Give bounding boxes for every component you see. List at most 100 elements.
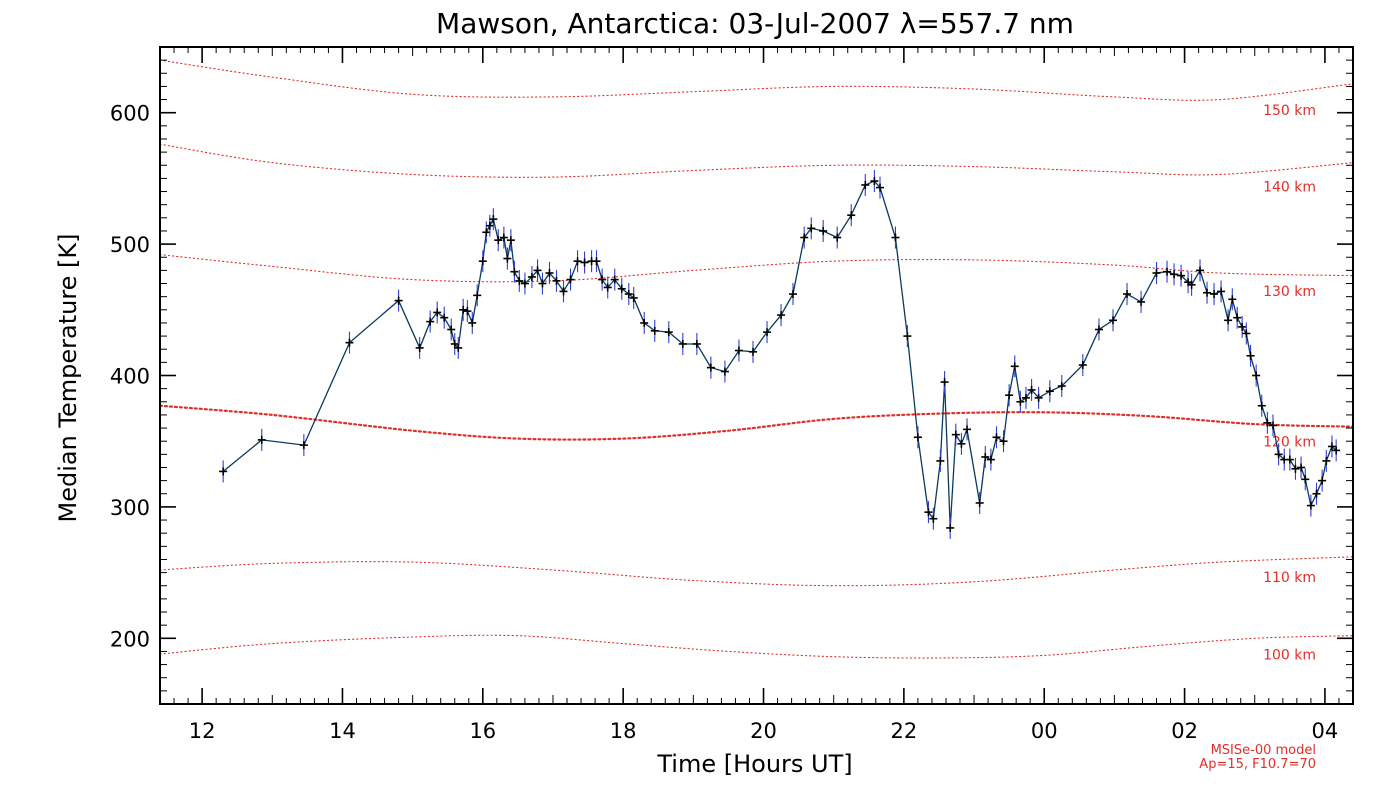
x-tick-label: 12 bbox=[189, 719, 216, 743]
x-tick-label: 00 bbox=[1031, 719, 1058, 743]
data-point bbox=[515, 269, 524, 292]
data-point bbox=[1312, 482, 1321, 505]
y-tick-labels: 200 300 400 500 600 bbox=[110, 102, 150, 652]
x-tick-label: 20 bbox=[750, 719, 777, 743]
data-point bbox=[847, 204, 856, 227]
data-point bbox=[1177, 264, 1186, 287]
data-point bbox=[299, 434, 308, 457]
data-point bbox=[1210, 283, 1219, 306]
model-label-110-km: 110 km bbox=[1263, 570, 1316, 586]
data-point bbox=[763, 321, 772, 344]
data-point bbox=[1045, 380, 1054, 403]
measurement-series bbox=[219, 170, 1341, 539]
data-point bbox=[559, 280, 568, 303]
data-point bbox=[1297, 456, 1306, 479]
data-point bbox=[345, 331, 354, 354]
data-point bbox=[807, 217, 816, 240]
model-curve-130-km bbox=[159, 254, 1354, 283]
data-point bbox=[1285, 448, 1294, 471]
data-point bbox=[573, 250, 582, 273]
data-point bbox=[891, 226, 900, 249]
data-point bbox=[1301, 468, 1310, 491]
data-point bbox=[1010, 355, 1019, 378]
data-point bbox=[1057, 375, 1066, 398]
model-label-130-km: 130 km bbox=[1263, 284, 1316, 300]
data-point bbox=[720, 360, 729, 383]
data-point bbox=[494, 229, 503, 252]
data-point bbox=[527, 265, 536, 288]
x-tick-label: 04 bbox=[1312, 719, 1339, 743]
data-point bbox=[706, 356, 715, 379]
data-point bbox=[1021, 386, 1030, 409]
model-label-100-km: 100 km bbox=[1263, 648, 1316, 664]
data-point bbox=[1306, 494, 1315, 517]
x-tick-label: 14 bbox=[329, 719, 356, 743]
data-point bbox=[1217, 280, 1226, 303]
data-point bbox=[629, 286, 638, 309]
data-point bbox=[617, 277, 626, 300]
data-point bbox=[592, 250, 601, 273]
data-point bbox=[986, 448, 995, 471]
data-point bbox=[833, 226, 842, 249]
x-tick-label: 16 bbox=[469, 719, 496, 743]
y-tick-label: 200 bbox=[110, 627, 150, 651]
data-point bbox=[992, 426, 1001, 449]
data-point bbox=[903, 325, 912, 348]
data-point bbox=[1016, 390, 1025, 413]
model-curve-100-km bbox=[159, 634, 1354, 659]
data-point bbox=[748, 340, 757, 363]
data-point bbox=[1170, 263, 1179, 286]
x-tick-labels: 12 14 16 18 20 22 00 02 04 bbox=[189, 719, 1339, 743]
model-curve-110-km bbox=[159, 556, 1354, 587]
data-point bbox=[478, 250, 487, 273]
data-point bbox=[940, 371, 949, 394]
data-point bbox=[957, 432, 966, 455]
data-point bbox=[1228, 288, 1237, 311]
data-point bbox=[506, 229, 515, 252]
data-point bbox=[692, 332, 701, 355]
data-point bbox=[1108, 309, 1117, 332]
model-params-note: Ap=15, F10.7=70 bbox=[1199, 757, 1316, 772]
data-point bbox=[394, 289, 403, 312]
y-tick-label: 400 bbox=[110, 365, 150, 389]
data-point bbox=[1078, 353, 1087, 376]
data-point bbox=[503, 247, 512, 270]
x-tick-label: 02 bbox=[1171, 719, 1198, 743]
data-point bbox=[415, 336, 424, 359]
data-point bbox=[650, 319, 659, 342]
model-curve-140-km bbox=[159, 143, 1354, 178]
data-point bbox=[1137, 290, 1146, 313]
data-point bbox=[678, 332, 687, 355]
data-point bbox=[624, 283, 633, 306]
data-point bbox=[426, 310, 435, 333]
data-point bbox=[598, 268, 607, 291]
data-point bbox=[1203, 281, 1212, 304]
data-point bbox=[533, 259, 542, 282]
data-point bbox=[1327, 435, 1336, 458]
data-point bbox=[861, 173, 870, 196]
data-point bbox=[819, 219, 828, 242]
data-point bbox=[1318, 469, 1327, 492]
model-label-140-km: 140 km bbox=[1263, 180, 1316, 196]
data-point bbox=[603, 276, 612, 299]
y-tick-label: 500 bbox=[110, 233, 150, 257]
data-point bbox=[450, 332, 459, 355]
data-point bbox=[1291, 457, 1300, 480]
data-point bbox=[468, 311, 477, 334]
data-point bbox=[1242, 322, 1251, 345]
data-point bbox=[580, 251, 589, 274]
data-point bbox=[929, 507, 938, 530]
data-point bbox=[454, 336, 463, 359]
data-point bbox=[870, 170, 879, 193]
data-point bbox=[777, 304, 786, 327]
data-point bbox=[489, 208, 498, 231]
data-point bbox=[999, 430, 1008, 453]
data-point bbox=[924, 501, 933, 524]
data-point bbox=[1152, 262, 1161, 285]
data-point bbox=[552, 269, 561, 292]
data-point bbox=[981, 445, 990, 468]
model-label-150-km: 150 km bbox=[1263, 103, 1316, 119]
x-tick-label: 22 bbox=[891, 719, 918, 743]
data-point bbox=[447, 318, 456, 341]
y-axis-label: Median Temperature [K] bbox=[54, 233, 82, 522]
